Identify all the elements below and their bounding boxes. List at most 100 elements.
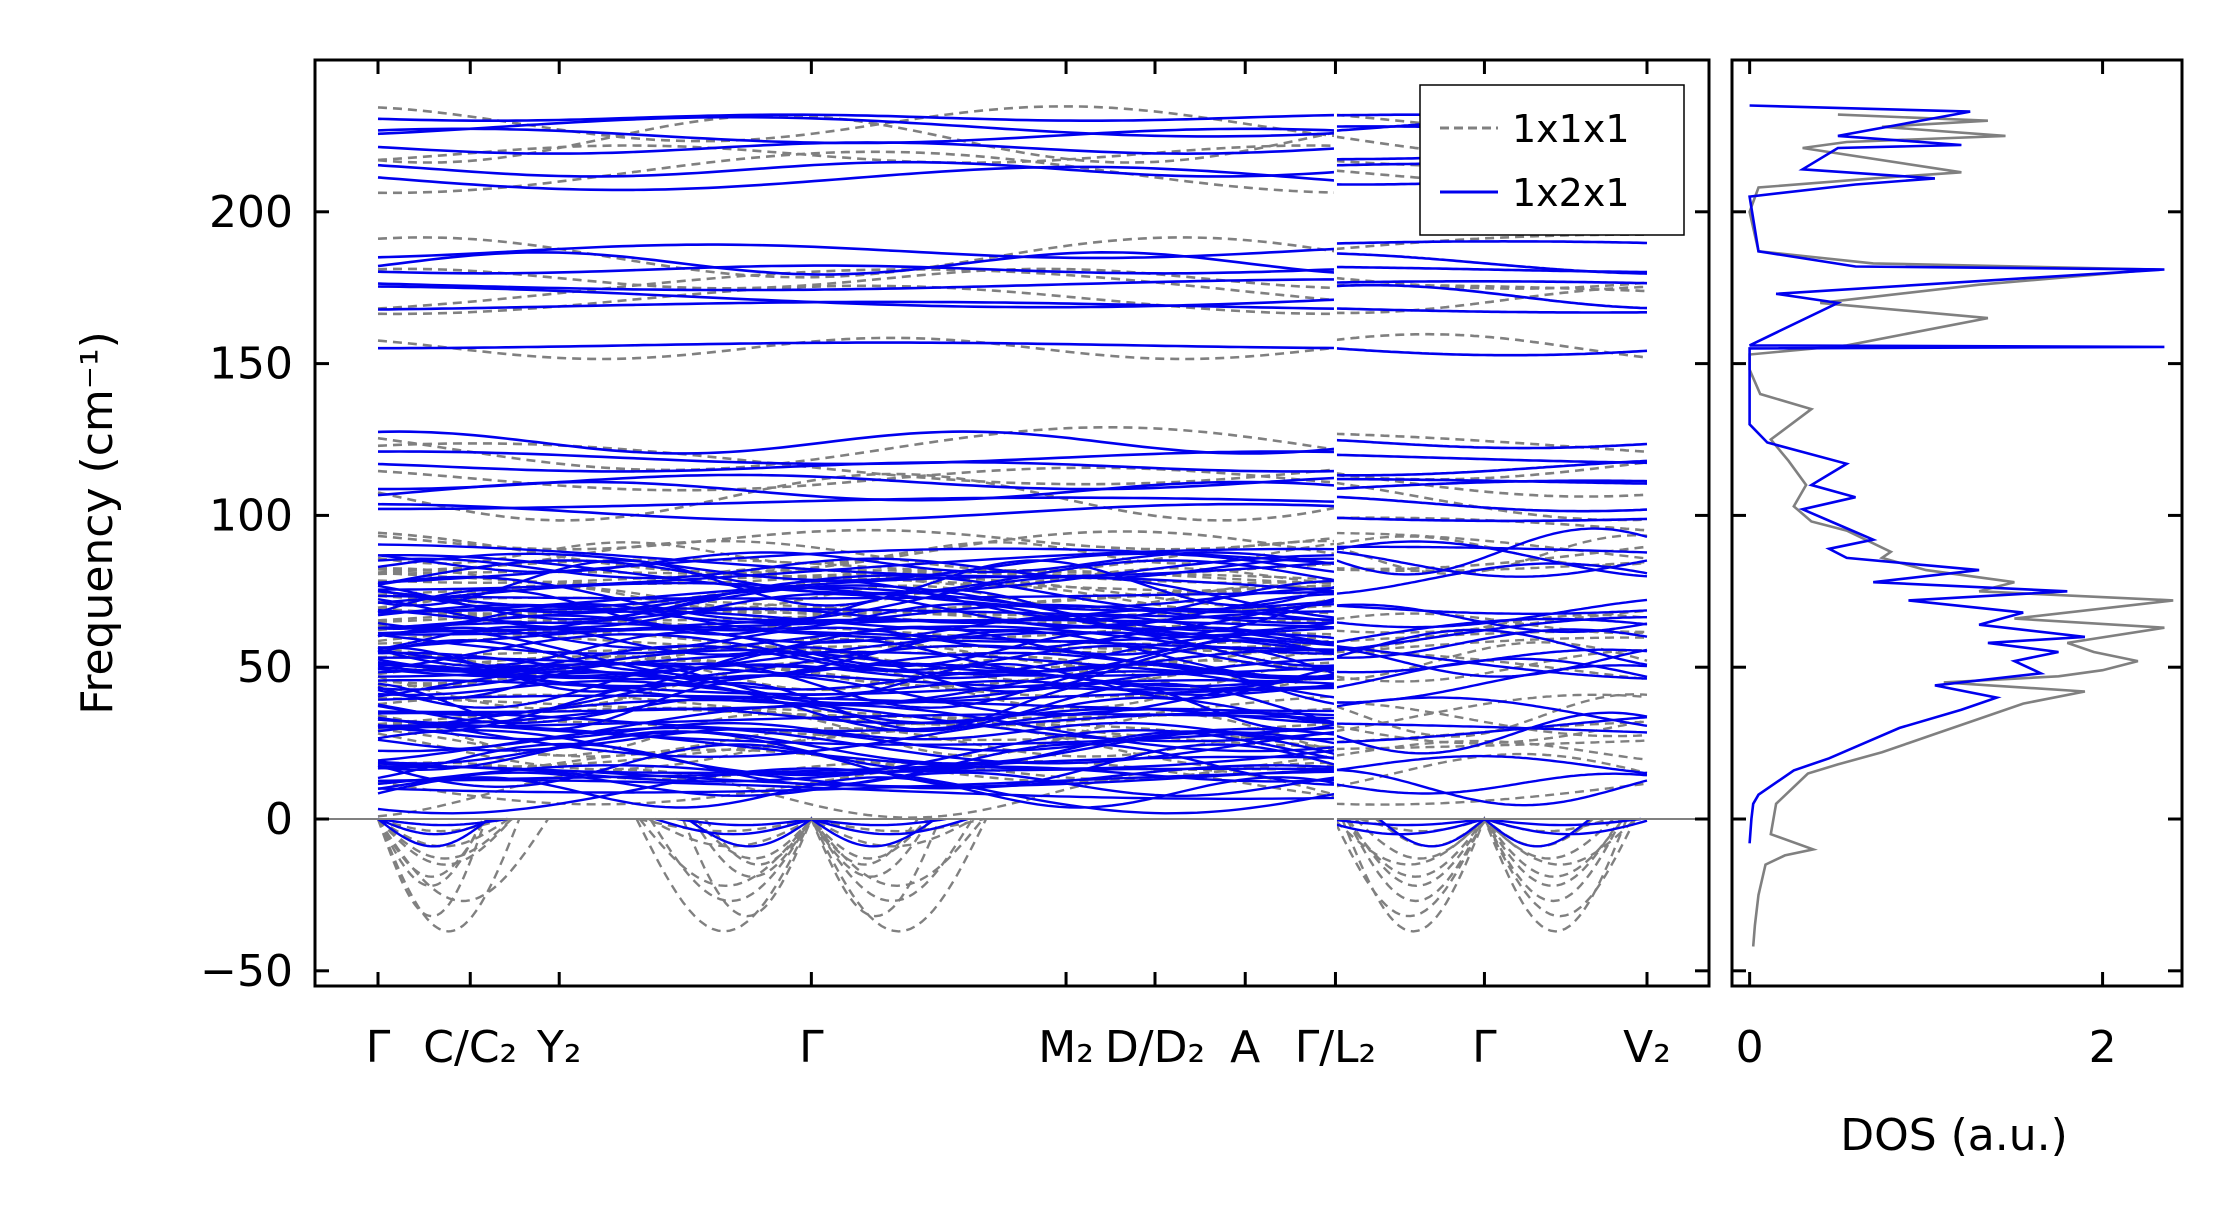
band-1x2x1-dense-98 [377, 670, 1336, 705]
y-axis-title: Frequency (cm⁻¹) [72, 331, 123, 715]
k-label-2: Y₂ [536, 1022, 582, 1073]
k-label-8: Γ [1472, 1022, 1497, 1073]
band-1x1x1-27 [1335, 481, 1648, 522]
band-1x2x1-35 [1335, 459, 1648, 477]
band-1x2x1-4 [377, 160, 1336, 178]
band-1x2x1-dense-24 [1335, 754, 1648, 775]
y-tick-label-1: 0 [265, 794, 293, 845]
band-1x2x1-1 [377, 115, 1336, 138]
band-1x1x1-dense-21 [377, 659, 1336, 688]
band-1x1x1-dense-24 [377, 569, 1336, 585]
band-1x2x1-dense-108 [1335, 550, 1648, 578]
band-1x2x1-dense-34 [377, 575, 1336, 622]
band-1x2x1-3 [377, 141, 1336, 156]
band-1x2x1-9 [377, 278, 1336, 292]
band-1x2x1-dense-101 [1335, 722, 1648, 734]
band-1x1x1-dense-23 [1335, 693, 1648, 733]
band-1x1x1-10 [377, 442, 1336, 486]
band-1x1x1-dense-42 [377, 539, 1336, 572]
band-1x2x1-dense-69 [377, 621, 1336, 643]
band-1x1x1-dense-11 [1335, 641, 1648, 682]
band-1x1x1-dense-0 [377, 584, 1336, 610]
band-1x1x1-5 [377, 267, 1336, 290]
acoustic-1x1x1-5 [376, 818, 484, 888]
band-1x2x1-dense-106 [378, 765, 1336, 788]
band-1x2x1-29 [1335, 280, 1648, 285]
band-1x2x1-dense-57 [377, 707, 1336, 759]
band-1x2x1-dense-102 [377, 552, 1336, 582]
band-1x1x1-13 [377, 528, 1336, 551]
k-label-5: D/D₂ [1105, 1022, 1205, 1073]
acoustic-1x1x1-3 [377, 818, 513, 866]
band-1x2x1-dense-80 [377, 618, 1336, 650]
acoustic-1x2x1-7 [1335, 818, 1648, 836]
band-1x2x1-37 [1335, 479, 1648, 491]
band-1x2x1-7 [377, 250, 1336, 276]
k-label-3: Γ [799, 1022, 824, 1073]
acoustic-1x1x1-17 [635, 816, 988, 933]
band-1x1x1-3 [377, 150, 1336, 195]
acoustic-1x1x1-25 [1334, 818, 1637, 918]
band-1x1x1-dense-29 [1335, 752, 1648, 788]
band-1x2x1-dense-71 [377, 767, 1336, 815]
band-1x2x1-dense-60 [377, 771, 1336, 798]
band-1x2x1-dense-79 [1335, 772, 1648, 795]
band-1x2x1-dense-46 [377, 730, 1336, 772]
dos-line-1x2x1 [1748, 104, 2165, 844]
band-1x1x1-4 [377, 236, 1336, 279]
band-1x1x1-9 [377, 426, 1336, 472]
band-1x2x1-dense-109 [377, 662, 1336, 709]
acoustic-1x1x1-2 [377, 818, 513, 860]
band-structure-panel: −50 0 50 100 150 200 Γ C/C₂ Y₂ Γ M₂ D/D₂ A Γ/L₂ Γ V₂ Fr… [72, 58, 1711, 1073]
acoustic-1x1x1-14 [638, 817, 984, 888]
band-1x2x1-dense-100 [377, 628, 1336, 651]
band-1x2x1-dense-64 [377, 581, 1336, 612]
dos-line-1x1x1 [1748, 113, 2174, 947]
band-1x2x1-dense-76 [1335, 617, 1648, 644]
band-1x2x1-dense-78 [377, 586, 1336, 609]
band-1x2x1-dense-97 [1335, 768, 1648, 807]
band-1x1x1-dense-44 [377, 759, 1336, 806]
band-1x2x1-0 [377, 113, 1336, 122]
acoustic-1x1x1-12 [704, 816, 919, 866]
band-1x2x1-13 [377, 430, 1336, 455]
band-1x1x1-22 [1335, 285, 1647, 315]
band-1x2x1-11 [377, 300, 1336, 311]
legend-box [1419, 84, 1685, 236]
band-1x2x1-dense-75 [377, 629, 1336, 679]
band-1x1x1-2 [377, 144, 1336, 164]
band-1x2x1-dense-90 [377, 674, 1336, 717]
band-1x2x1-dense-95 [377, 721, 1336, 741]
band-1x2x1-12 [378, 341, 1336, 350]
band-1x2x1-dense-86 [377, 679, 1336, 696]
band-1x1x1-dense-49 [377, 619, 1336, 640]
band-1x2x1-dense-44 [377, 631, 1336, 668]
band-1x1x1-1 [377, 113, 1336, 164]
band-1x1x1-23 [1335, 332, 1648, 359]
band-1x2x1-8 [377, 264, 1336, 275]
k-label-1: C/C₂ [423, 1022, 517, 1073]
acoustic-1x2x1-1 [377, 817, 494, 836]
band-1x2x1-dense-73 [1335, 628, 1648, 666]
dos-x-tick-label-1: 2 [2089, 1022, 2117, 1073]
band-1x1x1-0 [377, 105, 1336, 143]
band-1x1x1-12 [377, 472, 1336, 522]
band-1x2x1-32 [1335, 347, 1648, 357]
band-1x2x1-dense-31 [1335, 562, 1648, 595]
band-1x1x1-dense-51 [1335, 531, 1648, 560]
y-tick-label-4: 150 [209, 339, 293, 390]
band-1x1x1-8 [377, 336, 1336, 361]
band-1x2x1-dense-25 [1335, 646, 1648, 678]
band-1x2x1-26 [1335, 240, 1648, 245]
acoustic-1x1x1-11 [694, 817, 929, 860]
band-1x2x1-dense-32 [1335, 604, 1648, 615]
band-1x1x1-dense-28 [1335, 701, 1648, 738]
band-1x2x1-28 [1335, 265, 1648, 274]
y-tick-label-2: 50 [237, 642, 293, 693]
bands-1x2x1-group [377, 113, 1648, 848]
band-1x1x1-dense-40 [1335, 782, 1648, 806]
legend-label-1x1x1: 1x1x1 [1512, 107, 1630, 151]
band-1x2x1-dense-72 [1335, 711, 1648, 755]
band-1x2x1-dense-50 [377, 633, 1336, 675]
